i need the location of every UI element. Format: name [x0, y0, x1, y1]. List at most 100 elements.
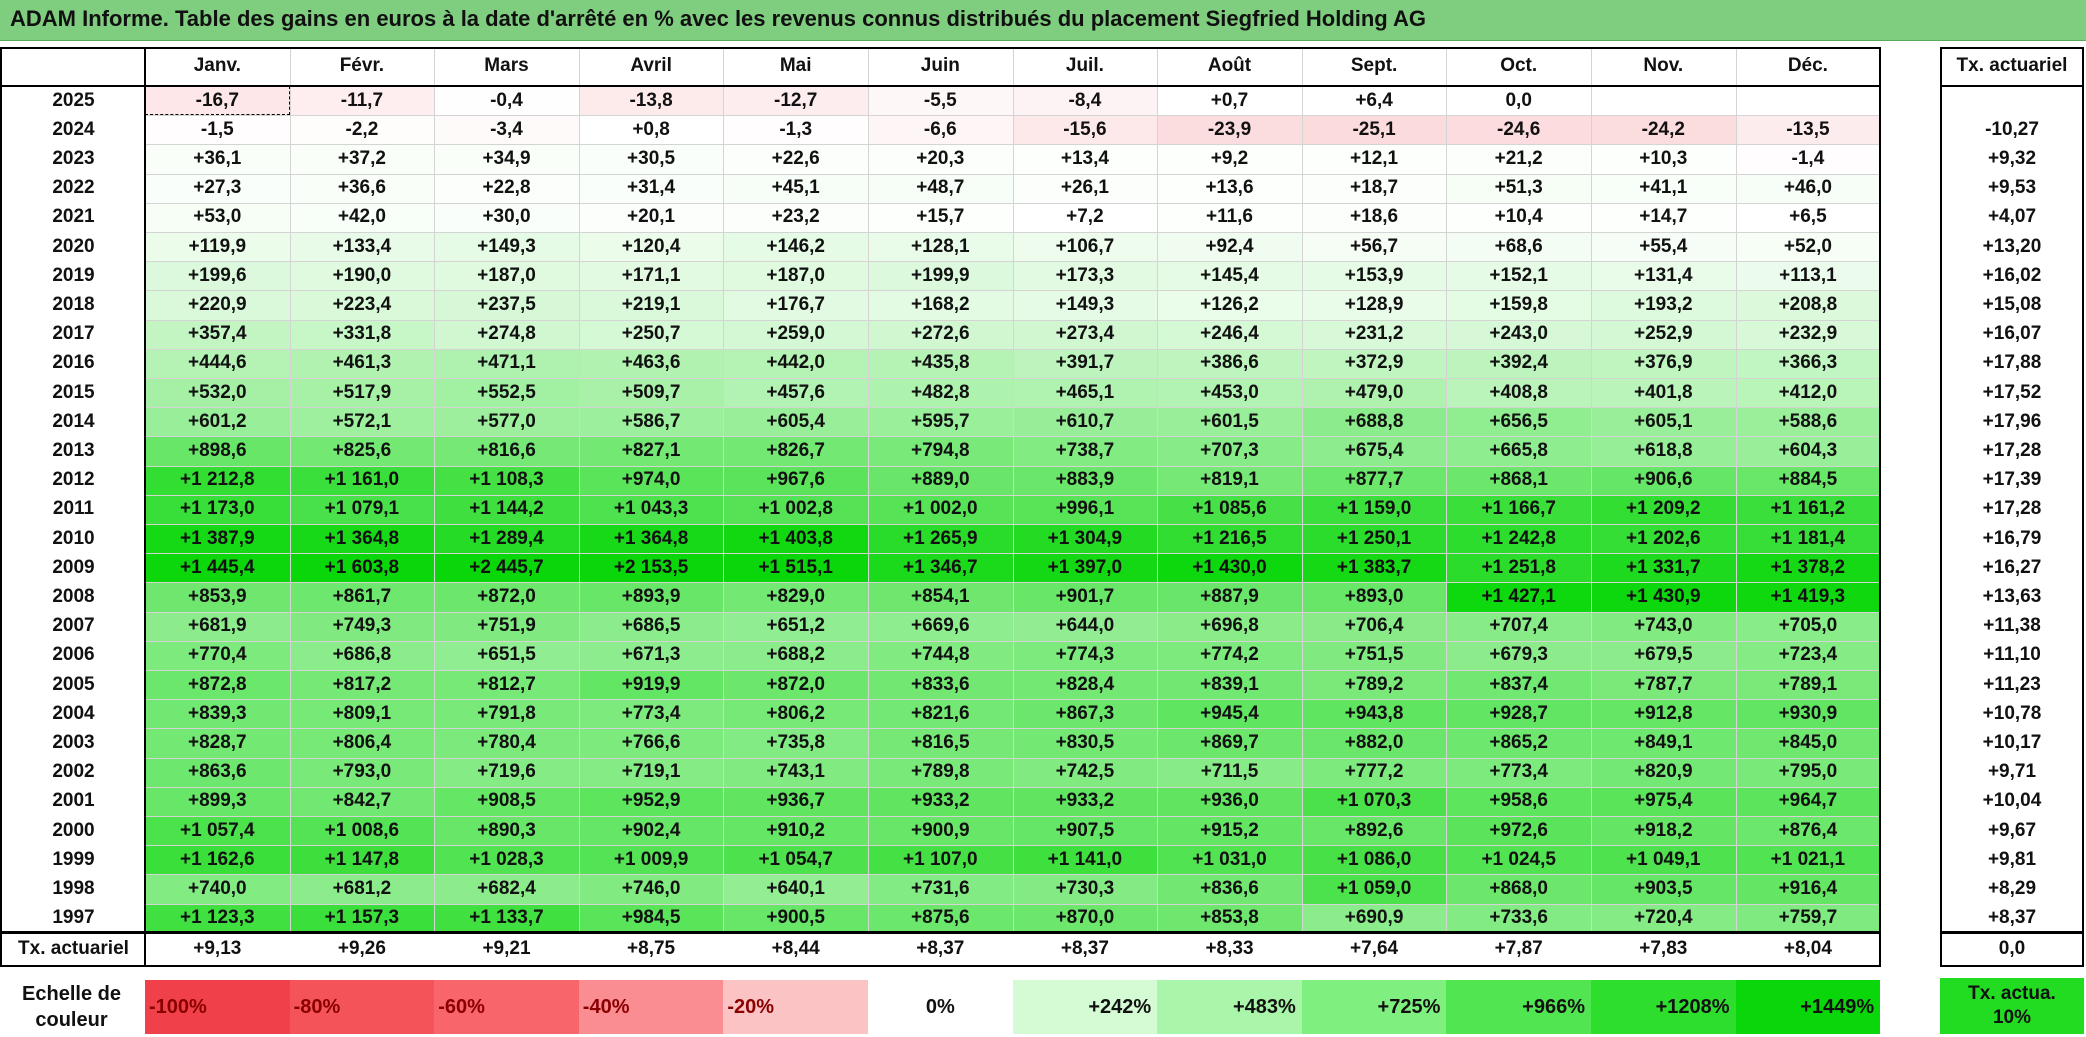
header-separator: [0, 85, 1882, 87]
month-header: Août: [1207, 55, 1252, 76]
gain-cell: +618,8: [1591, 436, 1736, 466]
color-scale-step: -100%: [145, 980, 290, 1034]
gain-cell: +376,9: [1591, 348, 1736, 378]
gain-cell: +967,6: [723, 465, 868, 495]
year-label: 2014: [52, 410, 95, 432]
gain-cell: +671,3: [578, 640, 724, 670]
year-label: 2018: [52, 293, 95, 315]
gain-cell: +773,4: [578, 699, 724, 729]
gain-cell: +1 049,1: [1591, 845, 1736, 875]
gain-cell: +912,8: [1591, 699, 1736, 729]
gain-cell: +273,4: [1012, 319, 1158, 349]
gain-cell: +719,6: [434, 757, 579, 787]
gain-cell: +1 378,2: [1735, 553, 1881, 583]
year-label: 2013: [52, 439, 95, 461]
gain-cell: +586,7: [578, 407, 724, 437]
gain-cell: +867,3: [1012, 699, 1158, 729]
gain-cell: +128,9: [1301, 290, 1447, 320]
gain-cell: +187,0: [434, 261, 579, 291]
gain-cell: +250,7: [578, 319, 724, 349]
gain-cell: +0,7: [1157, 86, 1302, 116]
gain-cell: +861,7: [289, 582, 435, 612]
gain-cell: +875,6: [868, 903, 1013, 933]
month-header: Oct.: [1500, 55, 1538, 76]
gain-cell: +870,0: [1012, 903, 1158, 933]
gain-cell: +605,4: [723, 407, 868, 437]
gain-cell: +730,3: [1012, 874, 1158, 904]
gain-cell: +681,9: [145, 611, 290, 641]
gain-cell: +1 079,1: [289, 494, 435, 524]
gain-cell: +601,5: [1157, 407, 1302, 437]
gain-cell: +984,5: [578, 903, 724, 933]
month-header: Mai: [779, 55, 812, 76]
gain-cell: +231,2: [1301, 319, 1447, 349]
gain-cell: +1 445,4: [145, 553, 290, 583]
gain-cell: +509,7: [578, 378, 724, 408]
gain-cell: -12,7: [723, 86, 868, 116]
gain-cell: +605,1: [1591, 407, 1736, 437]
grid-line: [1446, 47, 1448, 933]
gain-cell: +1 107,0: [868, 845, 1013, 875]
gain-cell: +1 202,6: [1591, 524, 1736, 554]
gain-cell: +1 147,8: [289, 845, 435, 875]
gain-cell: +146,2: [723, 232, 868, 262]
rate-cell: +8,29: [1987, 877, 2037, 899]
rate-cell: -10,27: [1985, 118, 2039, 140]
gain-cell: +746,0: [578, 874, 724, 904]
gain-cell: +252,9: [1591, 319, 1736, 349]
gain-cell: +1 028,3: [434, 845, 579, 875]
gain-cell: +223,4: [289, 290, 435, 320]
gain-cell: +936,0: [1157, 786, 1302, 816]
gain-cell: +789,8: [868, 757, 1013, 787]
footer-rate: +9,26: [337, 938, 386, 959]
gain-cell: -5,5: [868, 86, 1013, 116]
gain-cell: +1 304,9: [1012, 524, 1158, 554]
gain-cell: +817,2: [289, 670, 435, 700]
year-label: 2010: [52, 527, 95, 549]
gain-cell: +872,0: [723, 670, 868, 700]
grid-line: [1157, 47, 1159, 933]
gain-cell: +731,6: [868, 874, 1013, 904]
gain-cell: +552,5: [434, 378, 579, 408]
rate-cell: +17,28: [1982, 498, 2042, 520]
gain-cell: +220,9: [145, 290, 290, 320]
gain-cell: +1 430,0: [1157, 553, 1302, 583]
gain-cell: +773,4: [1446, 757, 1591, 787]
gain-cell: +22,8: [434, 173, 579, 203]
rate-cell: +10,04: [1982, 790, 2042, 812]
gain-cell: +868,1: [1446, 465, 1591, 495]
gain-cell: +789,1: [1735, 670, 1881, 700]
gain-cell: +711,5: [1157, 757, 1302, 787]
gain-cell: +171,1: [578, 261, 724, 291]
gain-cell: +1 054,7: [723, 845, 868, 875]
rate-cell: +17,39: [1982, 469, 2042, 491]
grid-line: [723, 47, 725, 933]
footer-rate-total: 0,0: [1998, 938, 2026, 959]
gain-cell: +679,5: [1591, 640, 1736, 670]
footer-rate: +7,87: [1494, 938, 1543, 959]
color-scale-step: +483%: [1157, 980, 1302, 1034]
gain-cell: +7,2: [1012, 202, 1158, 232]
rate-cell: +13,20: [1982, 235, 2042, 257]
gain-cell: +640,1: [723, 874, 868, 904]
gain-cell: +21,2: [1446, 144, 1591, 174]
rate-cell: +17,52: [1982, 381, 2042, 403]
year-label: 2015: [52, 381, 95, 403]
gain-cell: +733,6: [1446, 903, 1591, 933]
gain-cell: +219,1: [578, 290, 724, 320]
gain-cell: +145,4: [1157, 261, 1302, 291]
rate-cell: +9,32: [1987, 147, 2037, 169]
gain-cell: +686,8: [289, 640, 435, 670]
gain-cell: +120,4: [578, 232, 724, 262]
gain-cell: +777,2: [1301, 757, 1447, 787]
footer-rate: +8,33: [1205, 938, 1254, 959]
year-label: 2024: [52, 118, 95, 140]
gain-cell: +1 364,8: [578, 524, 724, 554]
gain-cell: +30,0: [434, 202, 579, 232]
footer-rate: +8,75: [627, 938, 676, 959]
gain-cell: +176,7: [723, 290, 868, 320]
gain-cell: +876,4: [1735, 816, 1881, 846]
gain-cell: +53,0: [145, 202, 290, 232]
gain-cell: +958,6: [1446, 786, 1591, 816]
gain-cell: +1 108,3: [434, 465, 579, 495]
